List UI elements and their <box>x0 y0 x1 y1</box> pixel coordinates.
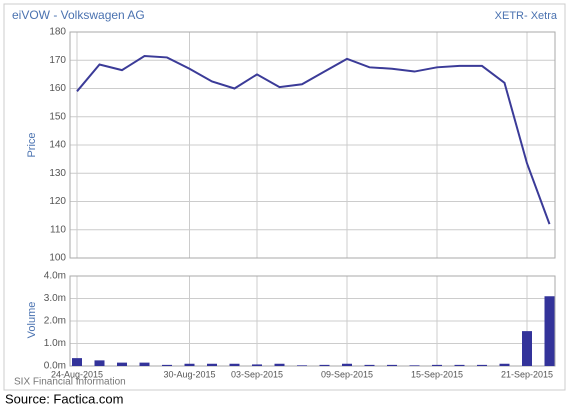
volume-bar <box>544 296 555 366</box>
y-tick-label: 100 <box>49 253 66 264</box>
volume-bar <box>342 363 352 366</box>
y-tick-label: 110 <box>50 224 66 235</box>
volume-bar <box>409 365 420 366</box>
volume-bar <box>207 363 217 366</box>
volume-bar <box>72 358 82 366</box>
volume-bar <box>229 363 240 366</box>
volume-bar <box>477 364 487 366</box>
y-tick-label: 180 <box>49 27 66 38</box>
y2-tick-label: 1.0m <box>44 338 66 349</box>
x-tick-label: 21-Sep-2015 <box>501 369 553 379</box>
chart-title: eiVOW - Volkswagen AG <box>12 8 145 22</box>
y2-tick-label: 3.0m <box>44 293 66 304</box>
volume-bar <box>499 363 510 366</box>
volume-bar <box>184 363 195 366</box>
exchange: XETR- Xetra <box>495 10 558 22</box>
volume-bar <box>94 360 105 366</box>
volume-bar <box>297 365 307 366</box>
x-tick-label: 24-Aug-2015 <box>51 369 103 379</box>
volume-bar <box>139 362 150 366</box>
frame <box>3 3 566 391</box>
y2-tick-label: 2.0m <box>44 316 66 327</box>
y-tick-label: 120 <box>49 196 66 207</box>
plot-border <box>69 275 556 367</box>
y-tick-label: 170 <box>49 55 66 66</box>
footer: SIX Financial Information <box>14 377 126 388</box>
x-tick-label: 03-Sep-2015 <box>231 369 283 379</box>
y-tick-label: 150 <box>49 111 66 122</box>
volume-bar <box>522 331 532 366</box>
source: Source: Factica.com <box>5 391 124 406</box>
y-tick-label: 140 <box>49 140 66 151</box>
volume-bar <box>454 364 465 366</box>
volume-bar <box>319 364 330 366</box>
volume-bar <box>252 364 262 366</box>
volume-bar <box>387 364 397 366</box>
y2-tick-label: 0.0m <box>44 361 66 372</box>
volume-bar <box>432 364 442 366</box>
x-tick-label: 30-Aug-2015 <box>163 369 215 379</box>
volume-bar <box>364 364 375 366</box>
volume-bar <box>274 363 285 366</box>
volume-bar <box>117 362 127 366</box>
y2-tick-label: 4.0m <box>44 271 66 282</box>
price-line <box>76 54 551 225</box>
y-tick-label: 130 <box>49 168 66 179</box>
y-tick-label: 160 <box>49 83 66 94</box>
x-tick-label: 09-Sep-2015 <box>321 369 373 379</box>
plot-border <box>69 31 556 259</box>
volume-bar <box>162 364 172 366</box>
y-axis-label: Price <box>26 132 38 157</box>
x-tick-label: 15-Sep-2015 <box>411 369 463 379</box>
y2-axis-label: Volume <box>26 302 38 339</box>
